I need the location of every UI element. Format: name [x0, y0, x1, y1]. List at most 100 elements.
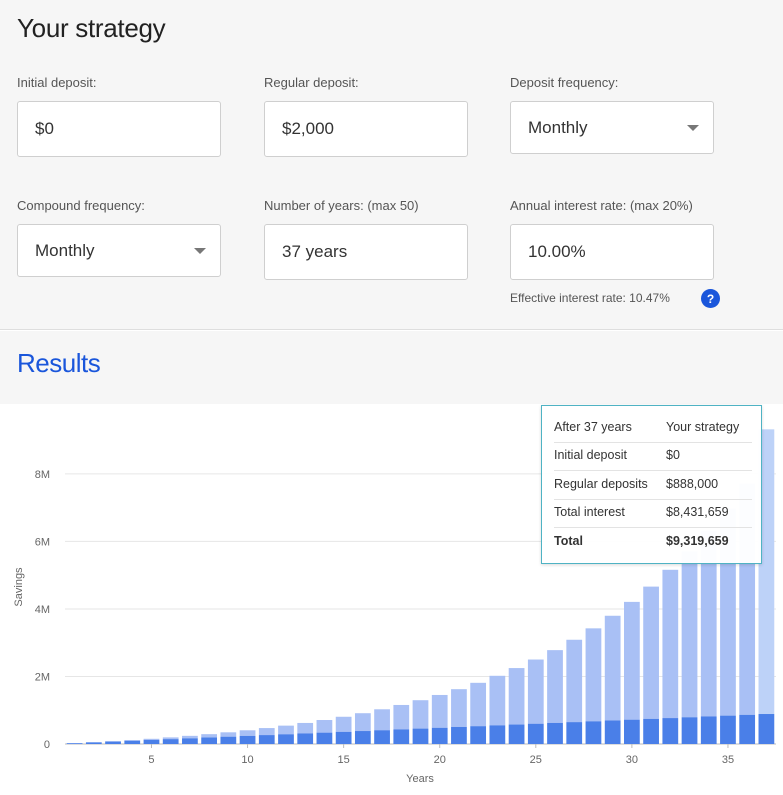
results-header: Results: [0, 331, 783, 404]
bar-interest: [143, 738, 160, 740]
bar-deposits: [527, 723, 544, 744]
bar-deposits: [585, 721, 602, 744]
y-tick-label: 2M: [35, 671, 50, 683]
bar-interest: [643, 586, 659, 719]
bar-deposits: [470, 726, 487, 744]
compound-frequency-value: Monthly: [35, 240, 95, 260]
interest-rate-label: Annual interest rate: (max 20%): [510, 198, 693, 213]
bar-interest: [662, 569, 679, 719]
tooltip-regular-label: Regular deposits: [554, 477, 648, 491]
tooltip-total-label: Total: [554, 534, 583, 548]
regular-deposit-value: $2,000: [282, 119, 334, 138]
bar-deposits: [335, 731, 352, 744]
bar-interest: [431, 694, 448, 728]
bar-interest: [124, 740, 141, 741]
years-input[interactable]: 37 years: [264, 224, 468, 280]
bar-interest: [585, 628, 602, 722]
deposit-frequency-label: Deposit frequency:: [510, 75, 619, 90]
bar-interest: [623, 601, 640, 720]
x-tick-label: 5: [148, 754, 154, 766]
bar-deposits: [431, 727, 448, 744]
bar-deposits: [662, 718, 679, 744]
bar-deposits: [220, 736, 237, 744]
bar-interest: [278, 725, 294, 735]
bar-interest: [508, 668, 525, 725]
bar-deposits: [739, 714, 756, 744]
page-title: Your strategy: [17, 13, 166, 43]
bar-deposits: [201, 737, 218, 744]
bar-interest: [201, 734, 218, 738]
interest-rate-value: 10.00%: [528, 242, 586, 261]
x-axis-label: Years: [406, 773, 434, 785]
bar-deposits: [547, 722, 563, 744]
bar-interest: [489, 675, 506, 726]
bar-deposits: [758, 714, 775, 744]
bar-interest: [527, 659, 544, 724]
bar-deposits: [508, 724, 525, 744]
x-tick-label: 10: [241, 754, 253, 766]
bar-deposits: [258, 735, 275, 744]
bar-deposits: [297, 733, 314, 744]
tooltip-initial-value: $0: [666, 448, 680, 462]
chart-tooltip: After 37 years Your strategy Initial dep…: [541, 405, 762, 564]
initial-deposit-value: $0: [35, 119, 54, 138]
bar-deposits: [105, 741, 121, 744]
bar-deposits: [451, 726, 467, 744]
bar-interest: [297, 722, 314, 734]
bar-deposits: [66, 743, 83, 744]
bar-deposits: [643, 718, 659, 744]
results-title: Results: [17, 348, 101, 378]
bar-deposits: [700, 716, 717, 744]
bar-interest: [354, 713, 371, 732]
bar-interest: [335, 716, 352, 732]
y-axis-label: Savings: [13, 567, 25, 607]
bar-deposits: [239, 735, 256, 744]
bar-interest: [700, 530, 717, 717]
bar-deposits: [182, 738, 198, 744]
regular-deposit-input[interactable]: $2,000: [264, 101, 468, 157]
bar-interest: [374, 709, 390, 731]
bar-deposits: [604, 720, 621, 744]
x-tick-label: 25: [530, 754, 542, 766]
bar-interest: [604, 615, 621, 721]
compound-frequency-label: Compound frequency:: [17, 198, 145, 213]
bar-interest: [547, 650, 563, 723]
deposit-frequency-select[interactable]: Monthly: [510, 101, 714, 154]
tooltip-total-value: $9,319,659: [666, 534, 729, 548]
bar-deposits: [124, 740, 141, 744]
chevron-down-icon: [194, 247, 206, 254]
deposit-frequency-value: Monthly: [528, 117, 588, 137]
bar-interest: [162, 737, 179, 740]
bar-deposits: [412, 728, 429, 744]
bar-deposits: [623, 719, 640, 744]
bar-interest: [681, 551, 698, 718]
x-tick-label: 35: [722, 754, 734, 766]
bar-interest: [182, 735, 198, 739]
bar-interest: [451, 689, 467, 727]
tooltip-initial-label: Initial deposit: [554, 448, 627, 462]
bar-deposits: [85, 742, 102, 744]
y-tick-label: 6M: [35, 536, 50, 548]
years-value: 37 years: [282, 242, 348, 261]
effective-rate-text: Effective interest rate: 10.47%: [510, 291, 670, 305]
tooltip-interest-label: Total interest: [554, 505, 625, 519]
bar-deposits: [489, 725, 506, 744]
x-tick-label: 20: [434, 754, 446, 766]
bar-interest: [412, 700, 429, 729]
bar-interest: [316, 720, 333, 733]
chevron-down-icon: [687, 124, 699, 131]
strategy-panel: Your strategy Initial deposit: $0 Regula…: [0, 0, 783, 330]
initial-deposit-input[interactable]: $0: [17, 101, 221, 157]
tooltip-header-right: Your strategy: [666, 420, 740, 434]
compound-frequency-select[interactable]: Monthly: [17, 224, 221, 277]
initial-deposit-label: Initial deposit:: [17, 75, 97, 90]
interest-rate-input[interactable]: 10.00%: [510, 224, 714, 280]
bar-deposits: [316, 732, 333, 744]
tooltip-interest-value: $8,431,659: [666, 505, 729, 519]
bar-deposits: [162, 739, 179, 744]
bar-interest: [566, 639, 583, 723]
x-tick-label: 15: [338, 754, 350, 766]
help-icon[interactable]: ?: [701, 289, 720, 308]
bar-deposits: [681, 717, 698, 744]
bar-interest: [239, 730, 256, 736]
